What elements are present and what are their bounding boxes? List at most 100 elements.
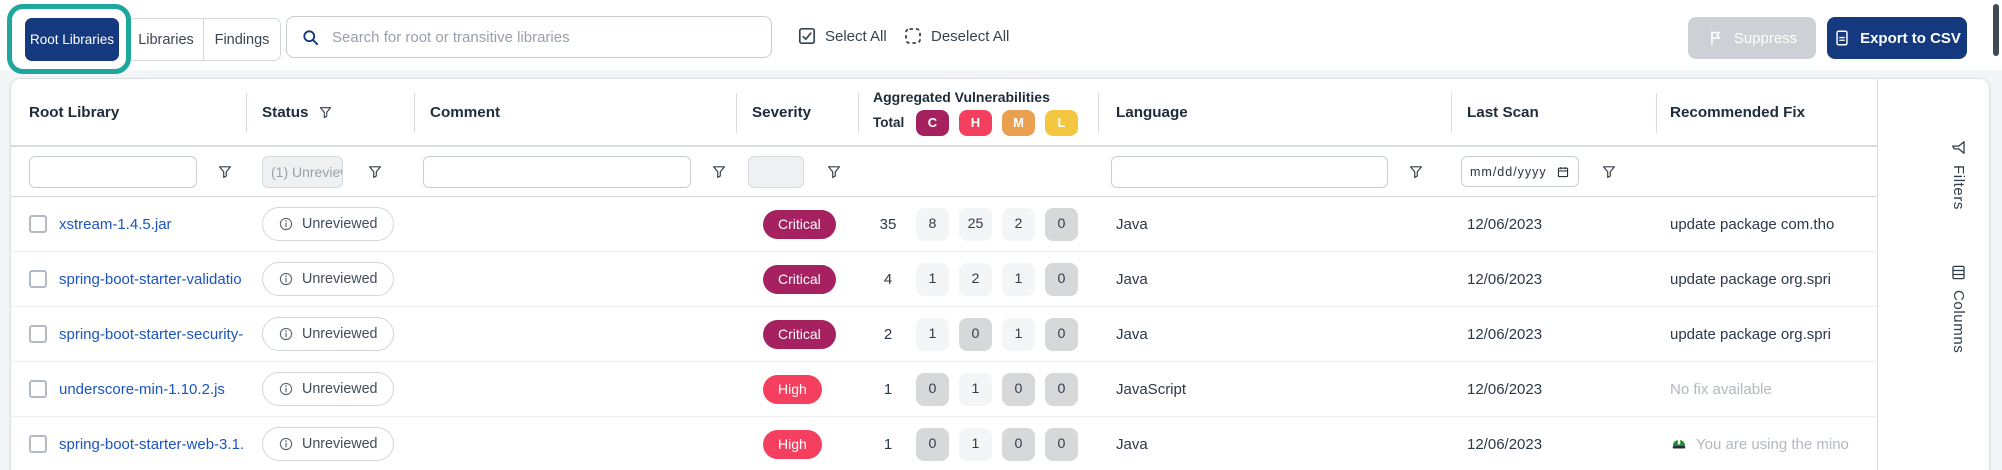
status-pill[interactable]: Unreviewed xyxy=(262,427,394,461)
col-header-recommended-fix[interactable]: Recommended Fix xyxy=(1656,79,1879,145)
tab-group: Libraries Findings xyxy=(128,18,281,61)
export-csv-label: Export to CSV xyxy=(1860,29,1961,47)
comment-filter-input[interactable] xyxy=(423,155,691,188)
info-icon xyxy=(279,272,293,286)
severity-badge: Critical xyxy=(763,319,836,349)
status-filter-cell: (1) Unreviewed xyxy=(246,147,414,196)
last-scan-filter-icon[interactable] xyxy=(1601,164,1617,180)
status-filter-icon[interactable] xyxy=(367,164,383,180)
status-label: Unreviewed xyxy=(302,436,378,452)
row-checkbox[interactable] xyxy=(29,380,47,398)
row-checkbox[interactable] xyxy=(29,435,47,453)
comment-cell xyxy=(414,252,736,306)
search-input[interactable] xyxy=(332,28,757,46)
row-checkbox[interactable] xyxy=(29,270,47,288)
calendar-icon xyxy=(1557,166,1569,177)
row-checkbox[interactable] xyxy=(29,325,47,343)
tab-libraries[interactable]: Libraries xyxy=(129,19,203,60)
col-label: Comment xyxy=(430,103,501,121)
filters-panel-toggle[interactable]: Filters xyxy=(1950,139,1967,210)
status-pill[interactable]: Unreviewed xyxy=(262,262,394,296)
col-label: Recommended Fix xyxy=(1670,103,1806,121)
status-label: Unreviewed xyxy=(302,381,378,397)
tab-findings[interactable]: Findings xyxy=(203,19,280,60)
severity-badge: Critical xyxy=(763,209,836,239)
deselect-all-button[interactable]: Deselect All xyxy=(903,24,1009,48)
col-header-last-scan[interactable]: Last Scan xyxy=(1451,79,1656,145)
critical-count: 0 xyxy=(916,372,949,406)
library-name-link[interactable]: spring-boot-starter-security- xyxy=(59,325,244,343)
suppress-button[interactable]: Suppress xyxy=(1688,17,1816,59)
col-header-status[interactable]: Status xyxy=(246,79,414,145)
vuln-total: 2 xyxy=(883,325,893,343)
medium-count: 2 xyxy=(1002,207,1035,241)
low-count: 0 xyxy=(1045,372,1078,406)
recommended-fix-filter-cell xyxy=(1656,147,1879,196)
row-checkbox[interactable] xyxy=(29,215,47,233)
col-header-comment[interactable]: Comment xyxy=(414,79,736,145)
severity-filter-icon[interactable] xyxy=(826,164,842,180)
export-csv-button[interactable]: Export to CSV xyxy=(1827,17,1967,59)
medium-count: 0 xyxy=(1002,427,1035,461)
status-header-filter-icon[interactable] xyxy=(318,105,333,120)
table: Root Library Status Comment Severity Agg… xyxy=(11,79,1879,470)
info-icon xyxy=(279,217,293,231)
last-scan-cell: 12/06/2023 xyxy=(1467,270,1543,288)
critical-count: 1 xyxy=(916,317,949,351)
search-box[interactable] xyxy=(286,16,772,58)
library-name-link[interactable]: xstream-1.4.5.jar xyxy=(59,215,172,233)
recommended-fix-cell: You are using the mino xyxy=(1656,417,1879,470)
status-pill[interactable]: Unreviewed xyxy=(262,317,394,351)
comment-filter-icon[interactable] xyxy=(711,164,727,180)
status-label: Unreviewed xyxy=(302,271,378,287)
col-header-severity[interactable]: Severity xyxy=(736,79,858,145)
tab-root-libraries[interactable]: Root Libraries xyxy=(25,18,119,61)
info-icon xyxy=(279,327,293,341)
critical-count: 8 xyxy=(916,207,949,241)
language-filter-input[interactable] xyxy=(1111,155,1388,188)
language-filter-cell xyxy=(1098,147,1451,196)
comment-cell xyxy=(414,362,736,416)
columns-label: Columns xyxy=(1950,290,1967,354)
critical-badge: C xyxy=(916,109,949,136)
severity-filter-chip[interactable] xyxy=(748,155,804,188)
library-name-link[interactable]: underscore-min-1.10.2.js xyxy=(59,380,225,398)
table-filter-row: (1) Unreviewed mm/d xyxy=(11,147,1879,197)
last-scan-date-input[interactable]: mm/dd/yyyy xyxy=(1461,156,1579,187)
helmet-icon xyxy=(1670,435,1688,453)
search-icon xyxy=(303,29,319,45)
col-label: Last Scan xyxy=(1467,103,1539,121)
scrollbar-thumb[interactable] xyxy=(1993,4,1999,56)
agg-group-label: Aggregated Vulnerabilities xyxy=(873,88,1050,105)
col-header-language[interactable]: Language xyxy=(1098,79,1451,145)
table-row: spring-boot-starter-web-3.1. Unreviewed … xyxy=(11,417,1879,470)
root-library-filter-icon[interactable] xyxy=(217,164,233,180)
low-count: 0 xyxy=(1045,317,1078,351)
col-label: Severity xyxy=(752,103,812,121)
root-library-filter-input[interactable] xyxy=(29,155,197,188)
select-all-button[interactable]: Select All xyxy=(797,24,887,48)
filters-label: Filters xyxy=(1950,165,1967,211)
severity-badge: High xyxy=(763,429,822,459)
col-header-aggregated-vulnerabilities[interactable]: Aggregated Vulnerabilities Total C H M L xyxy=(858,79,1098,145)
date-placeholder: mm/dd/yyyy xyxy=(1470,164,1547,179)
low-count: 0 xyxy=(1045,207,1078,241)
status-filter-chip[interactable]: (1) Unreviewed xyxy=(262,155,343,188)
library-name-link[interactable]: spring-boot-starter-web-3.1. xyxy=(59,435,245,453)
col-header-root-library[interactable]: Root Library xyxy=(11,79,246,145)
status-pill[interactable]: Unreviewed xyxy=(262,372,394,406)
columns-panel-toggle[interactable]: Columns xyxy=(1950,264,1967,353)
recommended-fix-cell: No fix available xyxy=(1656,362,1879,416)
library-name-link[interactable]: spring-boot-starter-validatio xyxy=(59,270,242,288)
severity-filter-cell xyxy=(736,147,858,196)
table-row: spring-boot-starter-validatio Unreviewed… xyxy=(11,252,1879,307)
high-badge: H xyxy=(959,109,992,136)
info-icon xyxy=(279,382,293,396)
language-cell: JavaScript xyxy=(1116,380,1187,398)
medium-count: 1 xyxy=(1002,317,1035,351)
language-cell: Java xyxy=(1116,435,1148,453)
medium-badge: M xyxy=(1002,109,1035,136)
language-filter-icon[interactable] xyxy=(1408,164,1424,180)
status-pill[interactable]: Unreviewed xyxy=(262,207,394,241)
